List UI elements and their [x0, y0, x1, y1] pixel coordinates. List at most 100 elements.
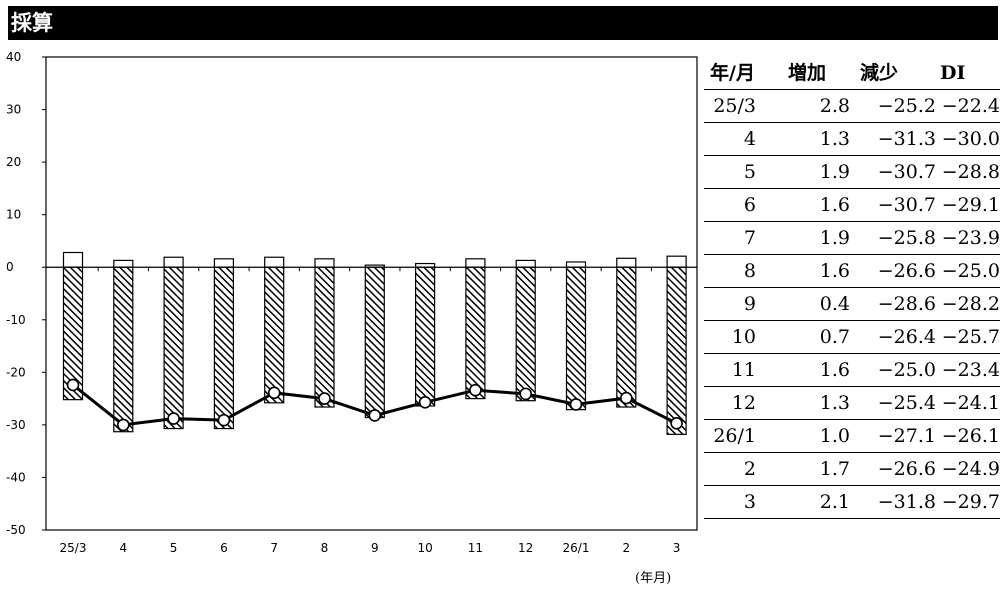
x-tick-label: 26/1	[563, 541, 590, 555]
table-cell: 10	[731, 326, 756, 348]
y-tick-label: -40	[6, 470, 26, 484]
increase-bar	[314, 258, 335, 268]
increase-bar	[62, 251, 84, 268]
table-cell: −26.1	[941, 425, 1000, 447]
table-cell: 1.6	[819, 194, 850, 216]
y-tick-label: 10	[6, 208, 21, 222]
table-row: 11 1.6 −25.0 −23.4	[704, 354, 1000, 387]
table-cell: 8	[743, 260, 756, 282]
decrease-bar	[666, 266, 687, 435]
x-tick-label: 12	[518, 541, 533, 555]
table-cell: −25.2	[877, 95, 936, 117]
table-cell: −25.0	[877, 359, 936, 381]
table-cell: −28.6	[877, 293, 936, 315]
table-row: 6 1.6 −30.7 −29.1	[704, 189, 1000, 222]
x-tick-label: 5	[170, 541, 178, 555]
table-cell: 1.3	[819, 392, 850, 414]
increase-bar	[465, 258, 486, 268]
table-row: 9 0.4 −28.6 −28.2	[704, 288, 1000, 321]
table-header-row: 年/月 増加 減少 DI	[704, 57, 1000, 90]
increase-bar	[616, 257, 637, 268]
di-point	[117, 418, 130, 432]
increase-bar	[163, 256, 184, 268]
increase-bar	[515, 259, 536, 268]
table-cell: 7	[743, 227, 756, 249]
y-tick-label: 20	[6, 155, 21, 169]
y-tick-label: 40	[6, 50, 21, 64]
table-row: 2 1.7 −26.6 −24.9	[704, 453, 1000, 486]
x-axis-unit-label: (年月)	[635, 571, 672, 586]
table-row: 25/3 2.8 −25.2 −22.4	[704, 90, 1000, 123]
table-cell: −25.8	[877, 227, 936, 249]
table-cell: 1.6	[819, 359, 850, 381]
di-point	[267, 386, 281, 400]
decrease-bar	[113, 266, 134, 433]
table-cell: 4	[743, 128, 756, 150]
x-tick-label: 9	[371, 541, 379, 555]
table-cell: −29.1	[941, 194, 1000, 216]
table-cell: 5	[743, 161, 756, 183]
title-bar: 採算	[8, 6, 998, 40]
increase-bar	[666, 255, 687, 268]
increase-bar	[113, 259, 134, 268]
table-cell: 3	[743, 491, 756, 513]
x-tick-label: 7	[270, 541, 278, 555]
table-cell: −26.4	[877, 326, 936, 348]
table-cell: 1.0	[819, 425, 850, 447]
table-row: 5 1.9 −30.7 −28.8	[704, 156, 1000, 189]
table-cell: −25.4	[877, 392, 936, 414]
table-cell: −31.8	[877, 491, 936, 513]
x-tick-label: 6	[220, 541, 228, 555]
table-cell: −31.3	[877, 128, 936, 150]
table-cell: 25/3	[713, 95, 756, 117]
table-cell: 1.7	[819, 458, 850, 480]
di-point	[167, 412, 180, 425]
table-cell: 9	[743, 293, 756, 315]
table-cell: −29.7	[941, 491, 1000, 513]
di-point	[318, 392, 331, 405]
di-point	[418, 395, 432, 409]
table-header-cell: 増加	[788, 62, 827, 84]
di-point	[368, 409, 382, 422]
table-row: 4 1.3 −31.3 −30.0	[704, 123, 1000, 156]
decrease-bar	[616, 266, 637, 408]
decrease-bar	[163, 266, 184, 430]
y-tick-label: -10	[6, 313, 26, 327]
di-point	[217, 413, 231, 427]
decrease-bar	[264, 266, 285, 404]
table-cell: −26.6	[877, 260, 936, 282]
table-cell: −24.9	[941, 458, 1000, 480]
table-row: 10 0.7 −26.4 −25.7	[704, 321, 1000, 354]
table-cell: −23.4	[941, 359, 1000, 381]
x-tick-label: 8	[321, 541, 329, 555]
decrease-bar	[314, 266, 335, 408]
table-cell: 12	[731, 392, 756, 414]
table-cell: 0.7	[819, 326, 850, 348]
table-cell: 1.9	[819, 161, 850, 183]
di-point	[66, 378, 80, 392]
di-point	[619, 391, 633, 405]
y-tick-label: 0	[6, 260, 14, 274]
x-tick-label: 3	[673, 541, 681, 555]
increase-bar	[213, 258, 234, 268]
page-title: 採算	[11, 11, 53, 35]
table-cell: −30.7	[877, 161, 936, 183]
table-cell: 6	[743, 194, 756, 216]
table-row: 3 2.1 −31.8 −29.7	[704, 486, 1000, 519]
y-tick-label: -50	[6, 523, 26, 537]
decrease-bar	[465, 266, 486, 400]
y-tick-label: 30	[6, 103, 21, 117]
y-tick-label: -20	[6, 365, 26, 379]
table-cell: 11	[731, 359, 756, 381]
table-cell: 2	[743, 458, 756, 480]
table-cell: −27.1	[877, 425, 936, 447]
table-cell: −22.4	[941, 95, 1000, 117]
table-row: 8 1.6 −26.6 −25.0	[704, 255, 1000, 288]
table-cell: 0.4	[819, 293, 850, 315]
table-cell: −30.0	[941, 128, 1000, 150]
decrease-bar	[415, 266, 436, 407]
plot-area-frame	[45, 56, 698, 531]
table-cell: 1.9	[819, 227, 850, 249]
table-cell: −24.1	[941, 392, 1000, 414]
x-tick-label: 25/3	[60, 541, 87, 555]
